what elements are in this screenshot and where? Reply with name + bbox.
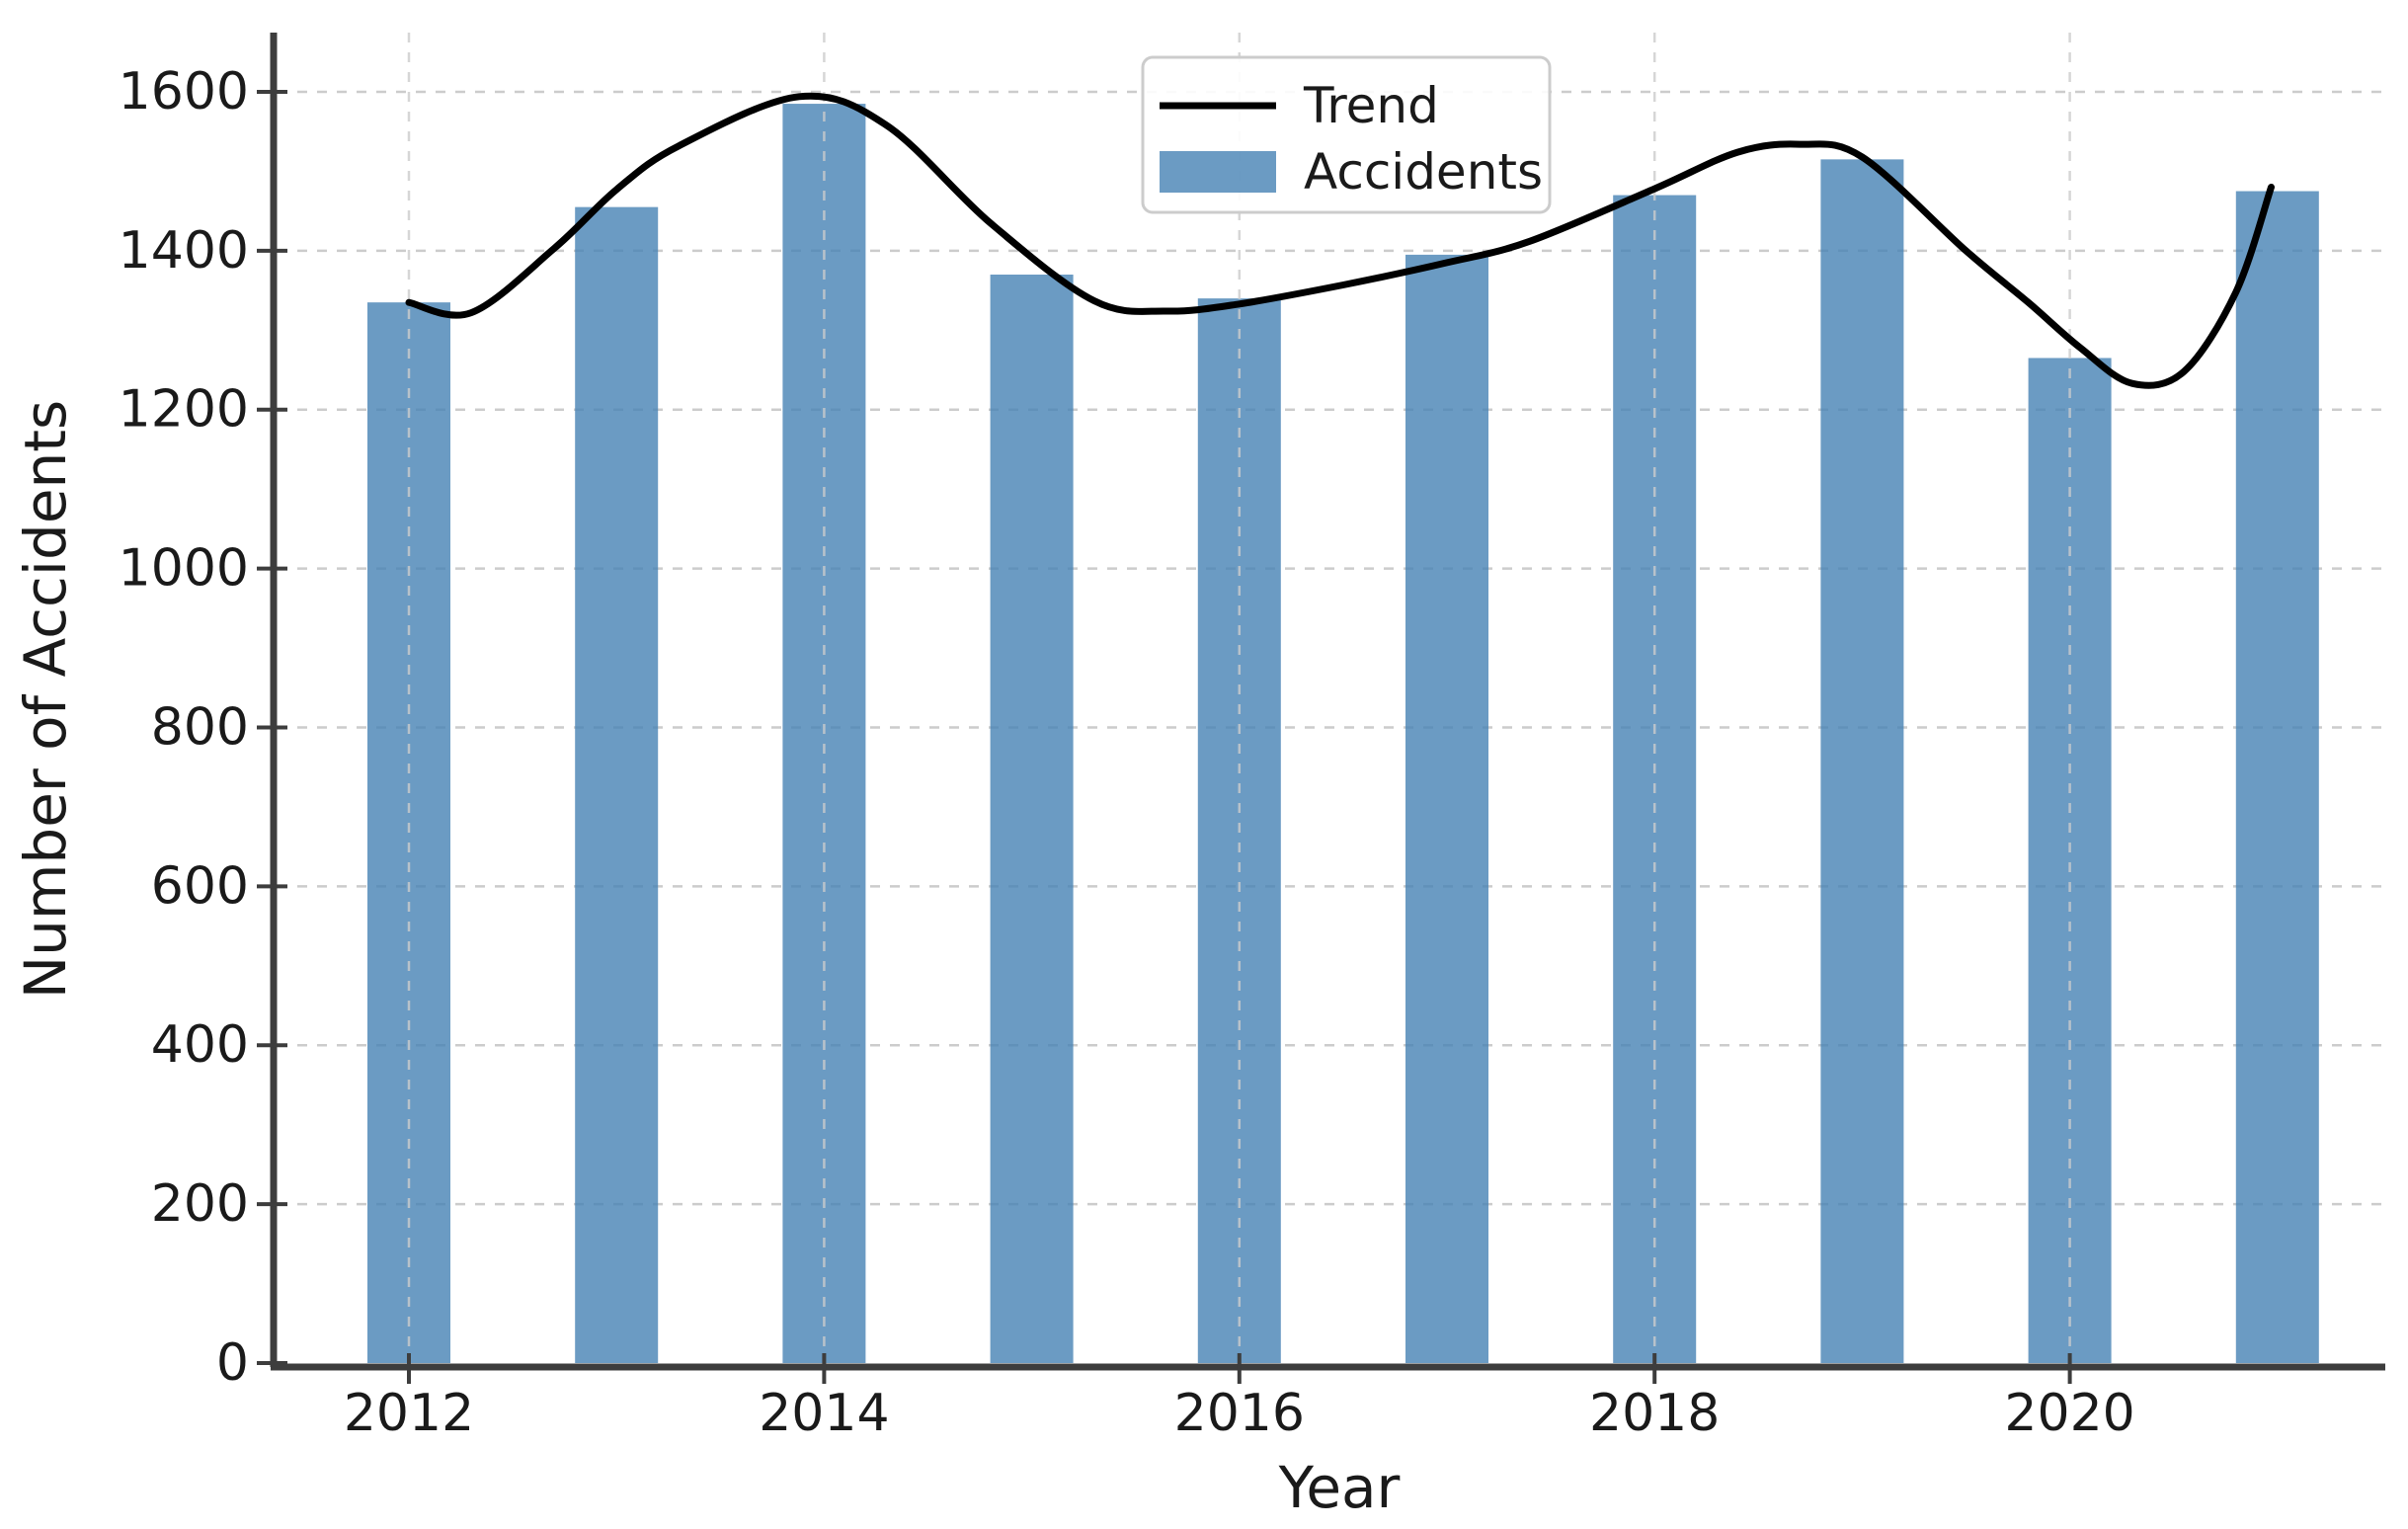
x-axis-label: Year (1278, 1454, 1401, 1521)
y-tick-label-1400: 1400 (119, 221, 249, 281)
y-tick-label-800: 800 (151, 697, 249, 757)
x-tick-label-2020: 2020 (2004, 1384, 2134, 1443)
bar-2017 (1405, 254, 1488, 1363)
bar-2019 (1820, 159, 1904, 1364)
legend-trend-label: Trend (1303, 77, 1439, 134)
tick-marks (257, 89, 2072, 1384)
legend: Trend Accidents (1141, 55, 1552, 214)
legend-accidents-label: Accidents (1304, 143, 1543, 201)
y-tick-label-400: 400 (151, 1015, 249, 1075)
x-tick-label-2014: 2014 (759, 1384, 889, 1443)
bar-2021 (2235, 191, 2319, 1363)
y-axis-label: Number of Accidents (12, 400, 79, 1000)
y-tick-label-600: 600 (151, 856, 249, 916)
bar-2015 (990, 274, 1074, 1363)
legend-accidents-patch-swatch (1160, 151, 1276, 193)
x-tick-label-2012: 2012 (344, 1384, 474, 1443)
trend-line (405, 92, 2275, 389)
axis-spines (270, 33, 2385, 1371)
bar-series-accidents (367, 104, 2319, 1364)
bar-2013 (575, 206, 659, 1364)
bar-2020 (2028, 358, 2112, 1363)
y-tick-label-200: 200 (151, 1174, 249, 1234)
y-tick-label-1200: 1200 (119, 380, 249, 440)
tick-labels: 0 200 400 600 800 1000 1200 1400 1600 2012 2014 201… (119, 62, 2135, 1443)
x-tick-label-2016: 2016 (1174, 1384, 1305, 1443)
y-tick-label-1000: 1000 (119, 539, 249, 599)
x-tick-label-2018: 2018 (1589, 1384, 1720, 1443)
vertical-gridlines (407, 33, 2071, 1363)
y-tick-label-0: 0 (216, 1333, 249, 1393)
y-tick-label-1600: 1600 (119, 62, 249, 121)
